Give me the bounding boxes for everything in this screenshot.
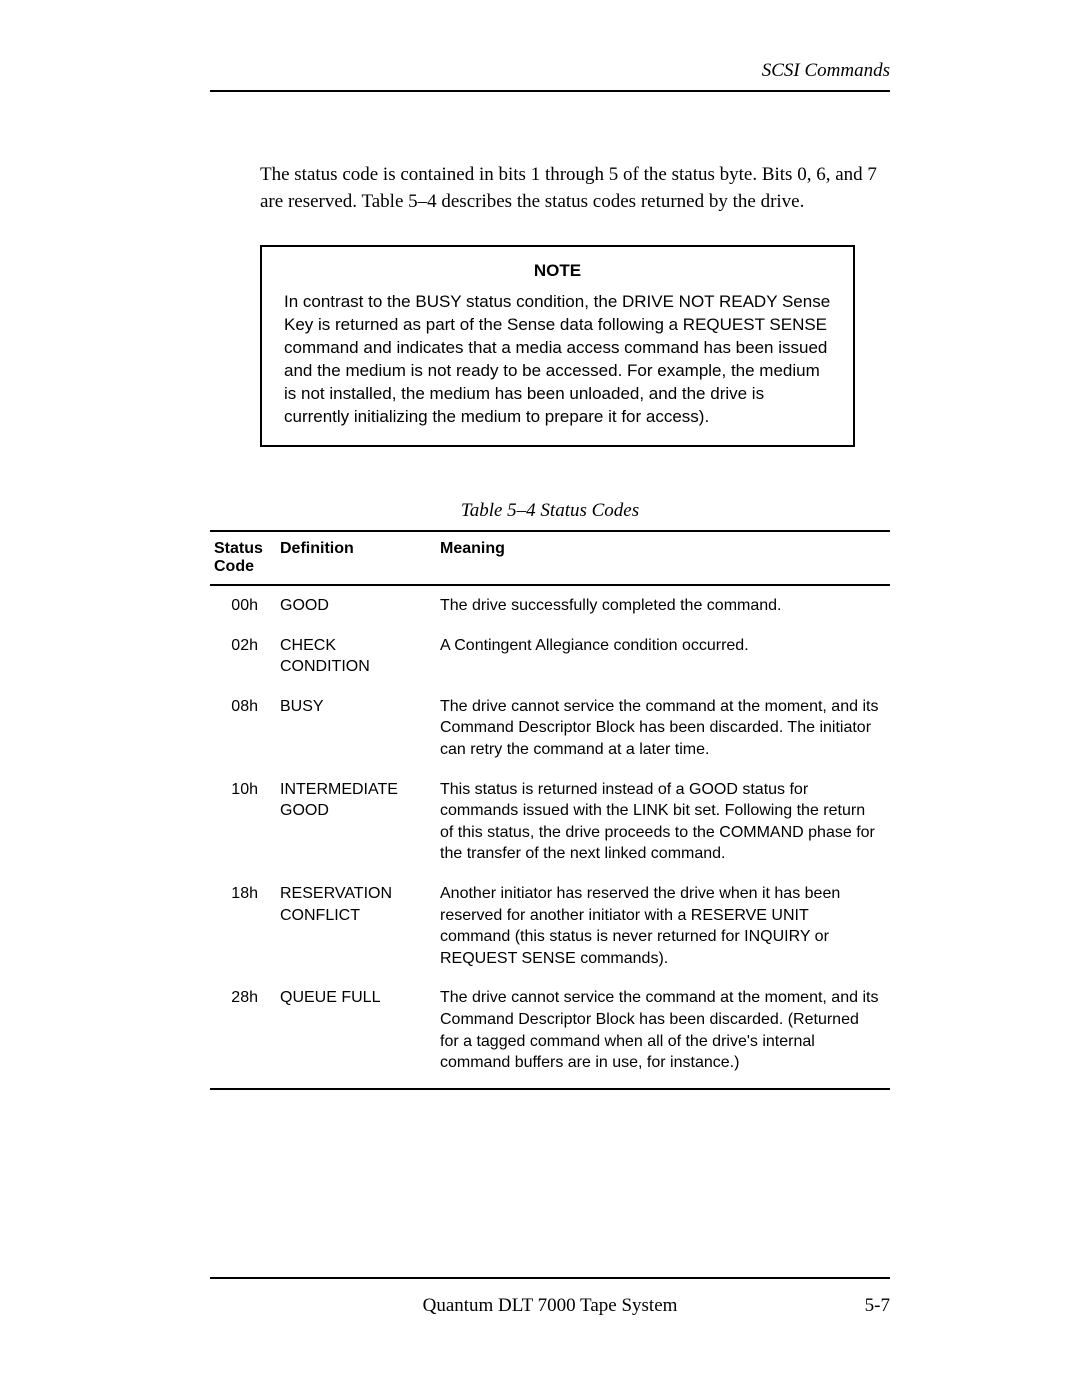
note-box: NOTE In contrast to the BUSY status cond… <box>260 245 855 447</box>
status-codes-table: Status Code Definition Meaning 00h GOOD … <box>210 530 890 1090</box>
cell-code: 18h <box>210 874 280 978</box>
page-header: SCSI Commands <box>210 60 890 92</box>
cell-definition: RESERVATION CONFLICT <box>280 874 440 978</box>
header-rule <box>210 90 890 92</box>
cell-code: 08h <box>210 687 280 770</box>
table-header-row: Status Code Definition Meaning <box>210 531 890 585</box>
cell-definition: CHECK CONDITION <box>280 626 440 687</box>
cell-definition: QUEUE FULL <box>280 978 440 1088</box>
column-header-definition: Definition <box>280 531 440 585</box>
note-heading: NOTE <box>284 261 831 281</box>
table-row: 08h BUSY The drive cannot service the co… <box>210 687 890 770</box>
cell-code: 00h <box>210 585 280 626</box>
cell-code: 28h <box>210 978 280 1088</box>
intro-paragraph: The status code is contained in bits 1 t… <box>260 162 890 215</box>
section-title: SCSI Commands <box>210 60 890 82</box>
cell-definition: INTERMEDIATE GOOD <box>280 770 440 874</box>
column-header-code: Status Code <box>210 531 280 585</box>
table-row: 10h INTERMEDIATE GOOD This status is ret… <box>210 770 890 874</box>
table-row: 00h GOOD The drive successfully complete… <box>210 585 890 626</box>
cell-meaning: A Contingent Allegiance condition occurr… <box>440 626 890 687</box>
footer-rule <box>210 1277 890 1279</box>
cell-meaning: The drive cannot service the command at … <box>440 978 890 1088</box>
cell-definition: GOOD <box>280 585 440 626</box>
table-row: 28h QUEUE FULL The drive cannot service … <box>210 978 890 1088</box>
cell-meaning: The drive cannot service the command at … <box>440 687 890 770</box>
table-row: 02h CHECK CONDITION A Contingent Allegia… <box>210 626 890 687</box>
cell-definition: BUSY <box>280 687 440 770</box>
page-number: 5-7 <box>865 1295 890 1317</box>
column-header-meaning: Meaning <box>440 531 890 585</box>
footer-row: Quantum DLT 7000 Tape System 5-7 <box>210 1295 890 1317</box>
cell-code: 10h <box>210 770 280 874</box>
cell-meaning: The drive successfully completed the com… <box>440 585 890 626</box>
table-row: 18h RESERVATION CONFLICT Another initiat… <box>210 874 890 978</box>
table-caption: Table 5–4 Status Codes <box>210 500 890 522</box>
note-text: In contrast to the BUSY status condition… <box>284 291 831 429</box>
page-footer: Quantum DLT 7000 Tape System 5-7 <box>210 1277 890 1317</box>
footer-title: Quantum DLT 7000 Tape System <box>423 1295 678 1317</box>
cell-meaning: This status is returned instead of a GOO… <box>440 770 890 874</box>
page: SCSI Commands The status code is contain… <box>0 0 1080 1397</box>
cell-meaning: Another initiator has reserved the drive… <box>440 874 890 978</box>
cell-code: 02h <box>210 626 280 687</box>
